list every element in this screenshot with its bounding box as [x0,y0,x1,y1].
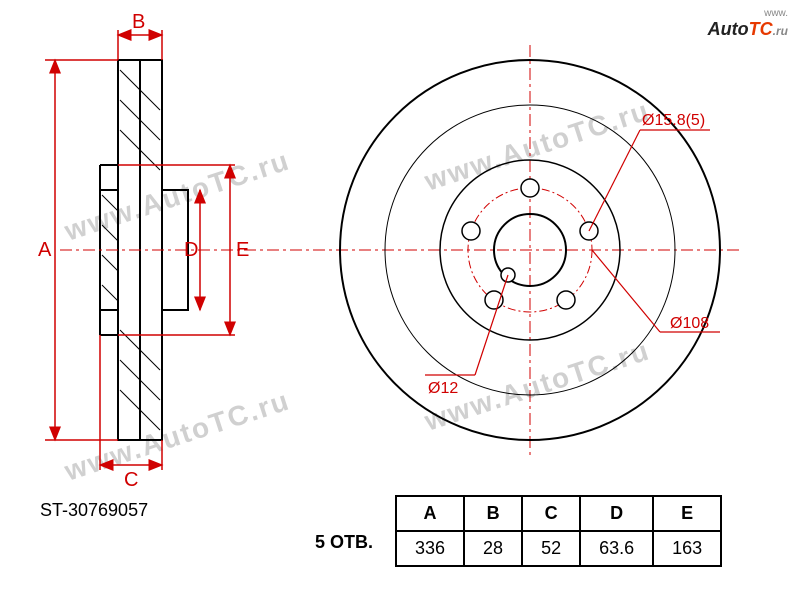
table-row: 336 28 52 63.6 163 [396,531,721,566]
table-row: A B C D E [396,496,721,531]
col-c: C [522,496,580,531]
part-number: ST-30769057 [40,500,148,521]
val-a: 336 [396,531,464,566]
dim-c: C [124,469,138,491]
dim-a: A [38,239,52,261]
val-d: 63.6 [580,531,653,566]
val-b: 28 [464,531,522,566]
holes-count-label: 5 ОТВ. [315,532,373,553]
col-d: D [580,496,653,531]
anno-small: Ø12 [428,380,458,397]
val-e: 163 [653,531,721,566]
col-e: E [653,496,721,531]
anno-pcd: Ø108 [670,315,709,332]
dimensions-table: A B C D E 336 28 52 63.6 163 [395,495,722,567]
col-b: B [464,496,522,531]
val-c: 52 [522,531,580,566]
anno-bolt-d: Ø15.8(5) [642,112,705,129]
col-a: A [396,496,464,531]
front-annos [425,130,720,375]
dim-b: B [132,11,145,33]
